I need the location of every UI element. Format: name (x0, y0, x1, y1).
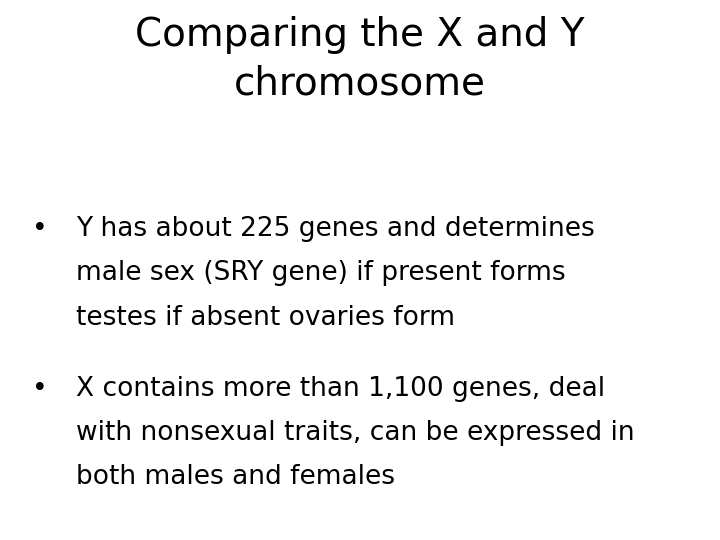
Text: with nonsexual traits, can be expressed in: with nonsexual traits, can be expressed … (76, 420, 634, 446)
Text: Y has about 225 genes and determines: Y has about 225 genes and determines (76, 216, 594, 242)
Text: •: • (32, 216, 48, 242)
Text: •: • (32, 376, 48, 402)
Text: both males and females: both males and females (76, 464, 395, 490)
Text: male sex (SRY gene) if present forms: male sex (SRY gene) if present forms (76, 260, 565, 286)
Text: X contains more than 1,100 genes, deal: X contains more than 1,100 genes, deal (76, 376, 605, 402)
Text: Comparing the X and Y
chromosome: Comparing the X and Y chromosome (135, 16, 585, 103)
Text: testes if absent ovaries form: testes if absent ovaries form (76, 305, 454, 330)
